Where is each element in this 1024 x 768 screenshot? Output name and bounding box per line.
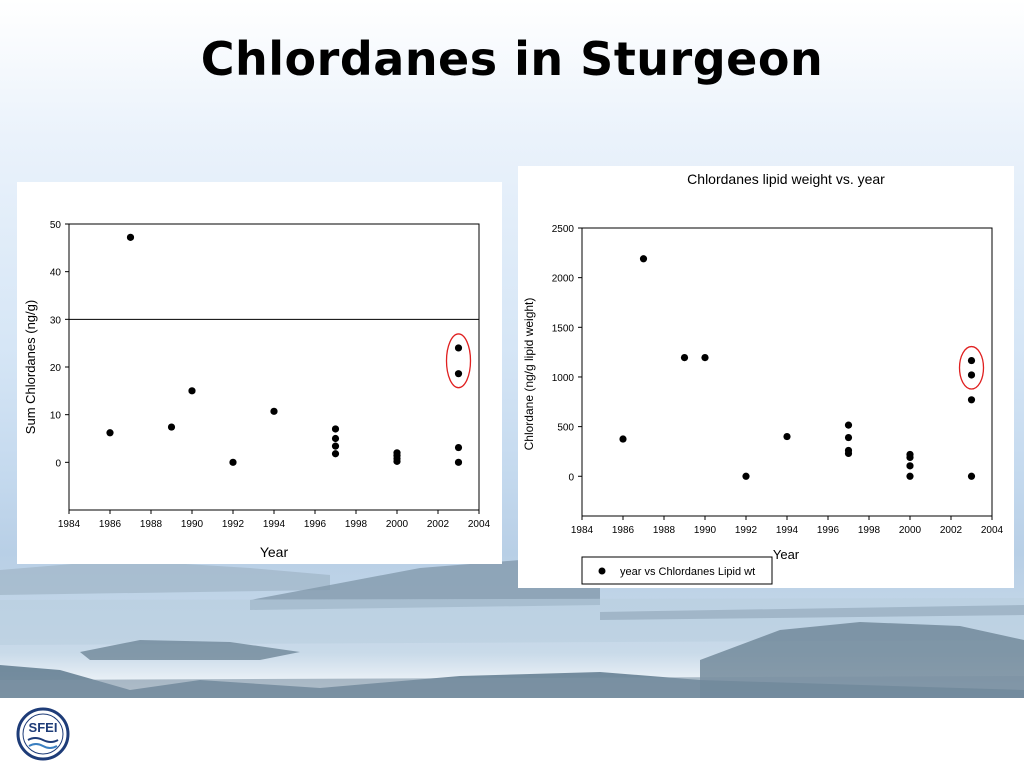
y-axis-label: Chlordane (ng/g lipid weight) <box>522 298 536 451</box>
data-point <box>188 387 196 395</box>
y-tick-label: 500 <box>557 423 574 434</box>
data-point <box>783 432 791 441</box>
y-tick-label: 50 <box>50 220 62 231</box>
data-point <box>680 354 689 362</box>
legend: year vs Chlordanes Lipid wt <box>581 556 773 585</box>
highlight-ellipse <box>445 333 472 389</box>
data-point <box>106 429 114 437</box>
y-tick-label: 2000 <box>552 274 575 285</box>
x-tick-label: 1986 <box>612 525 635 536</box>
y-tick-label: 10 <box>50 411 62 422</box>
x-axis-label: Year <box>773 547 800 562</box>
x-tick-label: 1984 <box>571 525 594 536</box>
data-point <box>701 354 709 362</box>
x-tick-label: 1994 <box>263 519 286 530</box>
x-tick-label: 1998 <box>345 519 368 530</box>
data-point <box>167 423 176 431</box>
x-tick-label: 1992 <box>735 525 758 536</box>
data-point <box>906 453 914 462</box>
data-point <box>967 396 976 404</box>
y-tick-label: 1000 <box>552 373 575 384</box>
y-axis-label: Sum Chlordanes (ng/g) <box>23 300 38 434</box>
data-point <box>619 435 627 443</box>
y-tick-label: 0 <box>55 458 61 469</box>
data-point <box>454 458 463 466</box>
data-point <box>906 462 914 470</box>
x-tick-label: 1990 <box>181 519 204 530</box>
legend-marker <box>598 567 606 575</box>
chart-panel-sum-chlordanes: 1984 1986 1988 1990 1992 1994 1996 1998 2000 2002… <box>17 182 502 564</box>
plot-frame <box>581 227 993 517</box>
x-tick-label: 2004 <box>468 519 491 530</box>
x-tick-label: 2000 <box>899 525 922 536</box>
data-point <box>454 344 463 352</box>
data-point <box>126 233 135 241</box>
y-tick-label: 40 <box>50 268 62 279</box>
x-tick-label: 2000 <box>386 519 409 530</box>
x-tick-label: 2002 <box>940 525 963 536</box>
x-tick-label: 1986 <box>99 519 122 530</box>
x-tick-label: 1990 <box>694 525 717 536</box>
chart-panel-lipid-weight: 1984 1986 1988 1990 1992 1994 1996 1998 2000 2002… <box>518 166 1014 588</box>
data-point <box>270 407 278 415</box>
data-point <box>393 457 401 465</box>
data-point <box>906 472 914 480</box>
sfei-logo-icon: SFEI <box>16 707 70 761</box>
data-point <box>967 371 976 379</box>
data-point <box>331 425 340 433</box>
x-tick-label: 1992 <box>222 519 245 530</box>
data-point <box>454 443 463 452</box>
plot-frame <box>68 223 480 511</box>
data-point <box>454 370 463 378</box>
x-tick-label: 1996 <box>304 519 327 530</box>
highlight-ellipse <box>958 345 985 390</box>
data-point <box>844 449 853 458</box>
y-tick-label: 20 <box>50 363 62 374</box>
y-tick-label: 30 <box>50 315 62 326</box>
x-tick-label: 1996 <box>817 525 840 536</box>
data-point <box>229 458 237 466</box>
logo-text: SFEI <box>29 720 58 735</box>
data-point <box>639 255 648 263</box>
data-point <box>967 472 976 480</box>
data-point <box>331 434 340 443</box>
scatter-chart-sum-chlordanes: 1984 1986 1988 1990 1992 1994 1996 1998 2000 2002… <box>23 220 491 560</box>
data-point <box>331 450 340 458</box>
data-point <box>844 421 853 429</box>
data-point <box>742 472 750 480</box>
x-tick-label: 1988 <box>653 525 676 536</box>
x-tick-label: 1998 <box>858 525 881 536</box>
legend-entry: year vs Chlordanes Lipid wt <box>620 566 755 578</box>
y-tick-label: 2500 <box>552 224 575 235</box>
chart-title: Chlordanes lipid weight vs. year <box>687 171 885 187</box>
scatter-chart-lipid-weight: 1984 1986 1988 1990 1992 1994 1996 1998 2000 2002… <box>522 171 1004 585</box>
x-tick-label: 2004 <box>981 525 1004 536</box>
x-tick-label: 1988 <box>140 519 163 530</box>
x-tick-label: 2002 <box>427 519 450 530</box>
x-tick-label: 1994 <box>776 525 799 536</box>
y-tick-label: 0 <box>568 472 574 483</box>
slide-title: Chlordanes in Sturgeon <box>200 32 824 86</box>
data-point <box>331 442 340 450</box>
x-tick-label: 1984 <box>58 519 81 530</box>
data-point <box>844 433 853 442</box>
y-tick-label: 1500 <box>552 323 575 334</box>
x-axis-label: Year <box>260 544 289 560</box>
footer-bar <box>0 698 1024 768</box>
data-point <box>967 356 976 365</box>
